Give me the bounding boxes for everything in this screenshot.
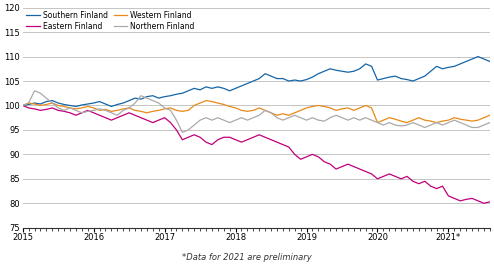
Northern Finland [487,121,493,124]
Western Finland [374,121,380,124]
Western Finland [303,106,309,109]
Southern Finland [303,78,309,81]
Southern Finland [440,67,446,70]
Eastern Finland [303,155,309,158]
Line: Eastern Finland: Eastern Finland [23,105,490,203]
Eastern Finland [20,104,26,107]
Southern Finland [475,55,481,58]
Western Finland [345,106,351,109]
Southern Finland [309,76,315,79]
Western Finland [446,118,452,122]
Northern Finland [333,114,339,117]
Eastern Finland [487,200,493,204]
Eastern Finland [434,187,440,190]
Western Finland [233,106,239,109]
Legend: Southern Finland, Eastern Finland, Western Finland, Northern Finland: Southern Finland, Eastern Finland, Weste… [24,9,197,32]
Text: *Data for 2021 are preliminary: *Data for 2021 are preliminary [182,253,312,262]
Southern Finland [487,60,493,63]
Northern Finland [20,104,26,107]
Northern Finland [32,89,38,92]
Northern Finland [179,131,185,134]
Northern Finland [351,116,357,119]
Western Finland [487,114,493,117]
Northern Finland [309,116,315,119]
Eastern Finland [481,202,487,205]
Northern Finland [315,118,321,122]
Line: Southern Finland: Southern Finland [23,56,490,107]
Eastern Finland [227,136,233,139]
Eastern Finland [321,160,327,163]
Western Finland [327,106,333,109]
Northern Finland [239,116,245,119]
Eastern Finland [339,165,345,168]
Line: Western Finland: Western Finland [23,101,490,123]
Southern Finland [20,104,26,107]
Western Finland [309,105,315,108]
Southern Finland [73,105,79,108]
Northern Finland [446,121,452,124]
Southern Finland [327,67,333,70]
Line: Northern Finland: Northern Finland [23,91,490,132]
Western Finland [20,104,26,107]
Eastern Finland [298,158,304,161]
Western Finland [203,99,209,102]
Southern Finland [233,87,239,90]
Southern Finland [345,71,351,74]
